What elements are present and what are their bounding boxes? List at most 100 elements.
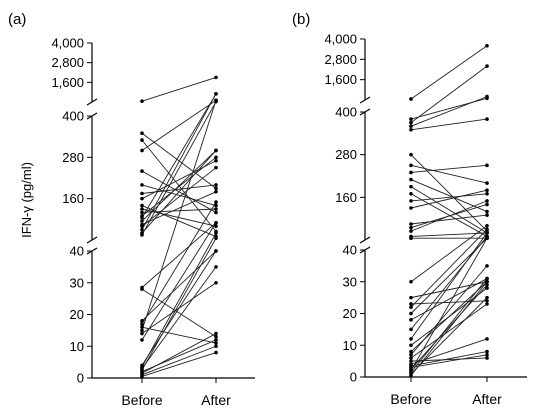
y-tick-label: 4,000 xyxy=(51,36,84,51)
after-point xyxy=(485,352,489,357)
before-point xyxy=(409,279,413,284)
before-point xyxy=(409,359,413,363)
panel-label: (a) xyxy=(8,11,26,28)
pair-line xyxy=(410,287,488,346)
after-point xyxy=(485,181,489,185)
pair-line xyxy=(141,184,217,194)
y-tick-label: 20 xyxy=(70,307,84,322)
axis-break-mark xyxy=(359,108,371,116)
after-point xyxy=(214,338,218,342)
pair-line xyxy=(410,214,488,225)
before-point xyxy=(140,219,144,223)
panel-label: (b) xyxy=(292,11,310,28)
before-point xyxy=(140,319,144,323)
pair-line xyxy=(141,222,217,341)
before-point xyxy=(140,203,144,208)
before-point xyxy=(140,183,144,187)
y-axis-label: IFN-γ (pg/ml) xyxy=(19,162,34,238)
after-point xyxy=(485,302,489,306)
pair-line xyxy=(410,338,488,365)
pair-line xyxy=(141,93,217,230)
before-point xyxy=(409,318,413,322)
y-tick-label: 4,000 xyxy=(324,32,357,47)
after-point xyxy=(214,220,218,225)
before-point xyxy=(409,327,413,332)
before-point xyxy=(409,199,413,203)
after-point xyxy=(485,188,489,193)
y-tick-label: 1,600 xyxy=(324,72,357,87)
after-point xyxy=(214,98,218,103)
pair-line xyxy=(410,193,488,237)
after-point xyxy=(214,155,218,160)
pair-line xyxy=(410,225,488,283)
before-point xyxy=(140,191,144,196)
before-point xyxy=(409,206,413,210)
after-point xyxy=(214,280,218,285)
y-tick-label: 400 xyxy=(62,109,84,124)
pair-line xyxy=(141,345,217,376)
y-tick-label: 40 xyxy=(343,243,357,258)
before-point xyxy=(409,222,413,226)
after-point xyxy=(214,341,218,345)
before-point xyxy=(140,325,144,330)
after-point xyxy=(214,200,218,204)
pair-line xyxy=(410,278,488,373)
pair-line xyxy=(141,250,217,322)
before-point xyxy=(140,227,144,232)
pair-line xyxy=(410,164,488,173)
pair-line xyxy=(410,45,488,100)
pair-line xyxy=(410,193,488,202)
before-point xyxy=(409,225,413,230)
y-tick-label: 280 xyxy=(62,150,84,165)
pair-line xyxy=(141,232,217,368)
axis-break-mark xyxy=(86,112,98,120)
after-point xyxy=(485,163,489,168)
pair-line xyxy=(410,189,488,209)
y-tick-label: 10 xyxy=(70,339,84,354)
y-tick-label: 20 xyxy=(343,306,357,321)
before-point xyxy=(140,363,144,368)
pair-line xyxy=(141,339,217,373)
y-tick-label: 160 xyxy=(62,191,84,206)
after-point xyxy=(485,337,489,341)
before-point xyxy=(140,322,144,326)
y-tick-label: 30 xyxy=(70,275,84,290)
before-point xyxy=(409,191,413,196)
pair-line xyxy=(410,229,488,308)
pair-line xyxy=(410,179,488,212)
pair-line xyxy=(141,205,217,237)
after-point xyxy=(214,207,218,211)
after-point xyxy=(214,229,218,234)
y-tick-label: 400 xyxy=(335,105,357,120)
before-point xyxy=(409,127,413,132)
pair-line xyxy=(141,167,217,227)
pair-line xyxy=(141,288,217,338)
after-point xyxy=(485,209,489,214)
before-point xyxy=(140,207,144,211)
after-point xyxy=(214,331,218,336)
before-point xyxy=(409,163,413,168)
y-tick-label: 280 xyxy=(335,147,357,162)
y-tick-label: 1,600 xyxy=(51,75,84,90)
pair-line xyxy=(410,204,488,228)
after-point xyxy=(485,264,489,268)
pair-line xyxy=(410,65,488,124)
after-point xyxy=(485,234,489,239)
after-point xyxy=(214,249,218,253)
pair-line xyxy=(410,186,488,234)
before-point xyxy=(140,148,144,153)
before-point xyxy=(409,184,413,189)
after-point xyxy=(214,234,218,239)
pair-line xyxy=(141,222,217,288)
x-tick-label-before: Before xyxy=(121,392,162,408)
y-tick-label: 2,800 xyxy=(324,52,357,67)
pair-line xyxy=(410,232,488,237)
y-tick-label: 160 xyxy=(335,190,357,205)
y-tick-label: 10 xyxy=(343,338,357,353)
pair-line xyxy=(410,236,488,330)
pair-line xyxy=(410,354,488,368)
before-point xyxy=(409,362,413,367)
x-tick-label-after: After xyxy=(472,391,502,407)
before-point xyxy=(409,352,413,357)
